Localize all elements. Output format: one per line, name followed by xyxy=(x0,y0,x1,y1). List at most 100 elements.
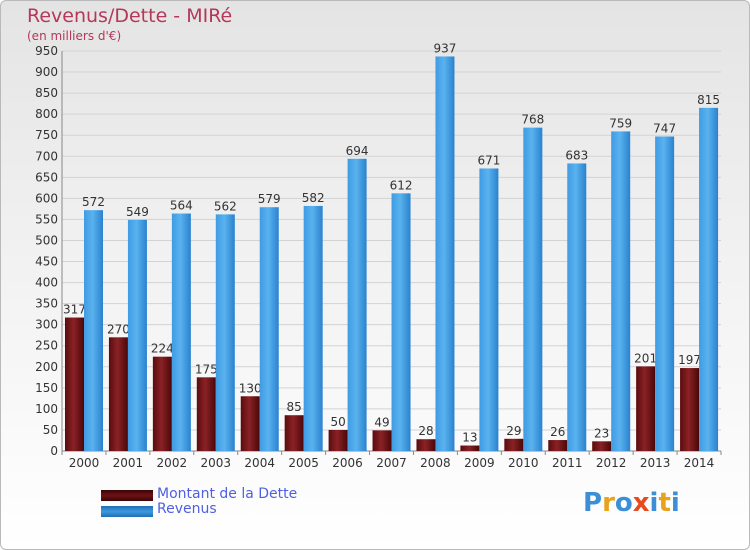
data-label-revenus: 937 xyxy=(434,41,457,55)
y-tick-label: 400 xyxy=(35,276,58,290)
bar-revenus xyxy=(479,168,499,451)
data-label-revenus: 572 xyxy=(82,195,105,209)
y-tick-label: 100 xyxy=(35,402,58,416)
y-tick-label: 650 xyxy=(35,170,58,184)
x-tick-label: 2008 xyxy=(420,456,451,470)
bar-dette xyxy=(284,415,304,451)
data-label-revenus: 768 xyxy=(521,113,544,127)
bar-dette xyxy=(636,366,656,451)
bar-revenus xyxy=(259,207,279,451)
chart-subtitle: (en milliers d'€) xyxy=(27,29,122,43)
data-label-revenus: 562 xyxy=(214,199,237,213)
bar-revenus xyxy=(655,136,675,451)
bar-revenus xyxy=(391,193,411,451)
data-label-revenus: 759 xyxy=(609,116,632,130)
bar-dette xyxy=(680,368,700,451)
data-label-revenus: 612 xyxy=(390,178,413,192)
data-label-dette: 201 xyxy=(634,351,657,365)
bar-dette xyxy=(108,337,128,451)
y-tick-label: 200 xyxy=(35,360,58,374)
y-tick-label: 800 xyxy=(35,107,58,121)
x-tick-label: 2010 xyxy=(508,456,539,470)
legend-label-revenus: Revenus xyxy=(157,501,217,517)
legend-label-dette: Montant de la Dette xyxy=(157,486,298,502)
chart-title: Revenus/Dette - MIRé xyxy=(27,5,233,27)
bar-revenus xyxy=(171,213,191,451)
x-tick-label: 2006 xyxy=(332,456,363,470)
data-label-revenus: 564 xyxy=(170,199,193,213)
bar-dette xyxy=(196,377,216,451)
x-tick-label: 2001 xyxy=(113,456,144,470)
bar-dette xyxy=(460,445,480,451)
x-tick-label: 2013 xyxy=(640,456,671,470)
y-tick-label: 900 xyxy=(35,65,58,79)
y-tick-label: 850 xyxy=(35,86,58,100)
y-tick-label: 950 xyxy=(35,44,58,58)
x-tick-label: 2003 xyxy=(200,456,231,470)
y-tick-label: 50 xyxy=(43,423,58,437)
y-tick-label: 550 xyxy=(35,212,58,226)
data-label-revenus: 549 xyxy=(126,205,149,219)
bar-revenus xyxy=(611,131,631,451)
y-tick-label: 750 xyxy=(35,128,58,142)
bar-dette xyxy=(548,440,568,451)
y-tick-label: 600 xyxy=(35,191,58,205)
data-label-revenus: 747 xyxy=(653,121,676,135)
bar-dette xyxy=(65,317,84,451)
data-label-dette: 13 xyxy=(462,431,477,445)
bar-revenus xyxy=(567,163,587,451)
x-tick-label: 2011 xyxy=(552,456,583,470)
bar-revenus xyxy=(347,158,367,451)
data-label-dette: 224 xyxy=(151,342,174,356)
bar-dette xyxy=(372,430,392,451)
bar-dette xyxy=(152,356,172,451)
bar-dette xyxy=(240,396,260,451)
x-tick-label: 2004 xyxy=(244,456,275,470)
y-tick-label: 450 xyxy=(35,255,58,269)
data-label-revenus: 694 xyxy=(346,144,369,158)
legend-swatch-revenus xyxy=(101,506,153,517)
x-tick-label: 2002 xyxy=(157,456,188,470)
bar-dette xyxy=(416,439,436,451)
bar-revenus xyxy=(435,56,455,451)
data-label-dette: 317 xyxy=(63,303,86,317)
data-label-dette: 270 xyxy=(107,322,130,336)
y-tick-label: 0 xyxy=(50,444,58,458)
y-tick-label: 250 xyxy=(35,339,58,353)
data-label-revenus: 579 xyxy=(258,192,281,206)
x-tick-label: 2014 xyxy=(684,456,715,470)
bar-revenus xyxy=(523,127,543,451)
y-tick-label: 150 xyxy=(35,381,58,395)
bar-revenus xyxy=(84,210,103,451)
legend-swatch-dette xyxy=(101,490,153,501)
bar-revenus xyxy=(699,107,719,451)
y-tick-label: 350 xyxy=(35,297,58,311)
bar-revenus xyxy=(215,214,235,451)
data-label-dette: 85 xyxy=(287,400,302,414)
data-label-dette: 130 xyxy=(239,381,262,395)
data-label-revenus: 582 xyxy=(302,191,325,205)
y-tick-label: 700 xyxy=(35,149,58,163)
y-tick-label: 300 xyxy=(35,318,58,332)
data-label-dette: 49 xyxy=(374,415,389,429)
data-label-dette: 197 xyxy=(678,353,701,367)
bar-dette xyxy=(504,438,524,451)
data-label-dette: 175 xyxy=(195,362,218,376)
x-tick-label: 2012 xyxy=(596,456,627,470)
proxiti-logo: Proxiti xyxy=(583,488,680,518)
data-label-dette: 28 xyxy=(418,424,433,438)
x-tick-label: 2005 xyxy=(288,456,319,470)
data-label-revenus: 815 xyxy=(697,93,720,107)
bar-revenus xyxy=(303,205,323,451)
bar-dette xyxy=(328,429,348,451)
bar-dette xyxy=(592,441,612,451)
y-tick-label: 500 xyxy=(35,233,58,247)
data-label-revenus: 671 xyxy=(477,153,500,167)
data-label-dette: 50 xyxy=(330,415,345,429)
data-label-dette: 23 xyxy=(594,426,609,440)
bar-revenus xyxy=(127,219,147,451)
x-tick-label: 2000 xyxy=(69,456,100,470)
x-tick-label: 2007 xyxy=(376,456,407,470)
